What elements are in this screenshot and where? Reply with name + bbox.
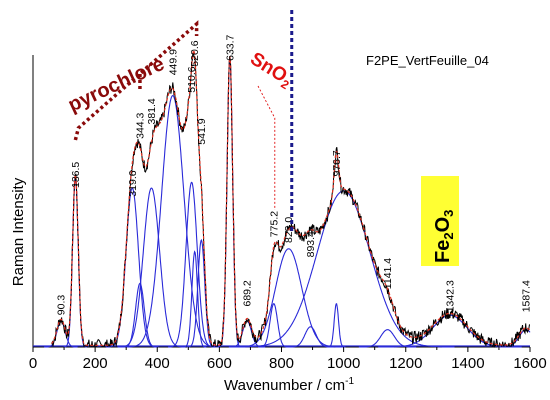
component-peak-12 [233,248,344,348]
fit-line [51,49,531,346]
sno2-label: SnO2 [245,48,296,92]
peak-label-2: 319.6 [127,170,139,196]
component-peak-1 [63,176,88,348]
component-peak-16 [358,329,417,348]
fe2o3-part-fe: Fe [432,240,454,263]
peak-label-16: 1342.3 [445,280,457,312]
peak-label-4: 381.4 [146,98,158,124]
peak-label-15: 1141.4 [382,258,394,289]
svg-text:SnO2: SnO2 [245,48,296,92]
x-axis-label-superscript: -1 [345,376,354,387]
x-ticks: 0 200 400 600 800 1000 1200 1400 1600 [29,347,547,372]
peak-label-17: 1587.4 [521,280,533,312]
fe2o3-part-2: 2 [441,232,456,239]
peak-label-0: 90.3 [56,295,68,316]
pyrochlore-bracket [73,20,199,141]
component-peak-7 [183,250,207,348]
component-peak-6 [168,181,215,348]
component-peak-9 [217,58,242,348]
peak-label-3: 344.3 [134,112,146,138]
x-tick-label-0: 0 [29,355,37,372]
x-tick-label-1200: 1200 [389,355,422,372]
component-peak-2 [106,187,159,348]
peak-label-14: 976.7 [331,150,343,176]
x-tick-label-800: 800 [269,355,294,372]
component-peak-14 [327,303,346,348]
peak-label-12: 823.0 [283,217,295,243]
fe2o3-label: Fe2O3 [421,176,459,266]
peak-label-5: 449.9 [167,49,179,75]
peak-label-8: 541.9 [196,118,208,144]
component-peak-0 [44,320,78,348]
peak-label-10: 689.2 [242,280,254,306]
peak-label-6: 510.6 [186,66,198,92]
x-tick-label-400: 400 [145,355,170,372]
x-axis-label-main: Wavenumber / cm [224,377,345,394]
fe2o3-highlight [421,176,459,266]
component-peak-5 [125,95,220,348]
x-tick-label-200: 200 [83,355,108,372]
y-axis-label: Raman Intensity [10,177,27,286]
x-tick-label-600: 600 [207,355,232,372]
peak-label-1: 136.5 [70,162,82,188]
x-axis-label: Wavenumber / cm-1 [224,376,354,394]
component-peak-4 [117,187,186,348]
peak-label-11: 775.2 [268,211,280,237]
x-tick-label-1600: 1600 [513,355,546,372]
component-peak-8 [187,238,216,348]
peak-label-7: 520.6 [189,40,201,66]
x-tick-label-1000: 1000 [327,355,360,372]
peak-label-13: 893.4 [305,231,317,257]
peak-label-9: 633.7 [224,34,236,60]
component-peak-13 [287,326,334,348]
x-tick-label-1400: 1400 [451,355,484,372]
fe2o3-part-o: O [432,217,454,233]
svg-text:Fe2O3: Fe2O3 [432,210,456,263]
fe2o3-part-3: 3 [441,210,456,217]
sample-label: F2PE_VertFeuille_04 [366,53,489,68]
fit-envelope [51,49,531,346]
sno2-leader-line [257,85,276,210]
